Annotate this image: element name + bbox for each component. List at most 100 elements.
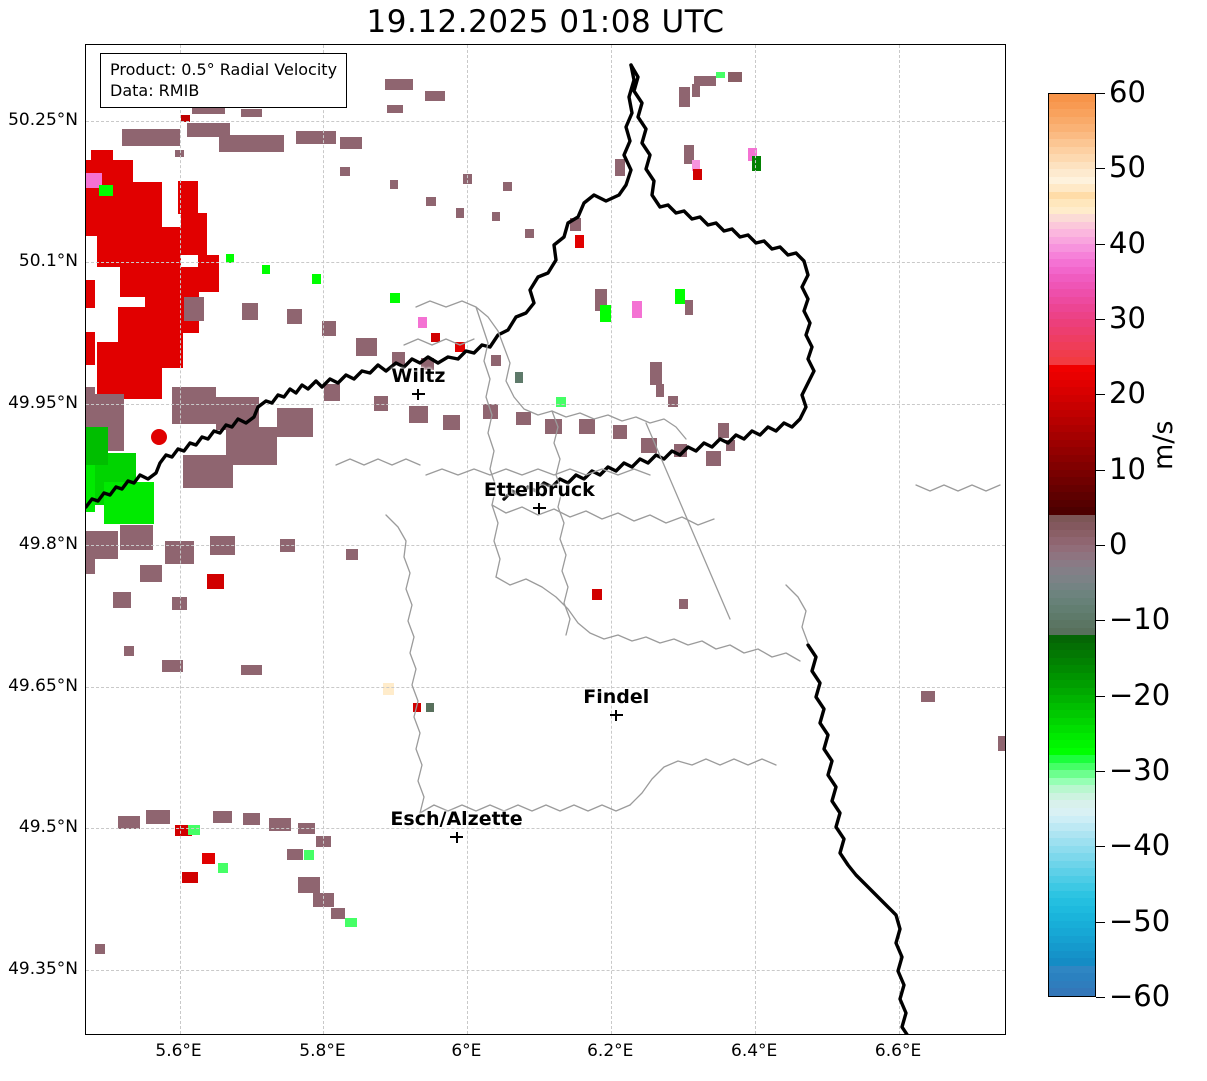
- radar-echo-cell: [181, 212, 207, 255]
- radar-echo-cell: [240, 108, 263, 118]
- radar-echo-cell: [675, 288, 686, 304]
- colorbar-segment-41: [1049, 402, 1095, 410]
- colorbar-segment-67: [1049, 597, 1095, 606]
- colorbar-segment-94: [1049, 800, 1095, 808]
- radar-site-marker[interactable]: [146, 424, 173, 451]
- colorbar-segment-64: [1049, 575, 1095, 583]
- colorbar-segment-84: [1049, 725, 1095, 733]
- colorbar-segment-111: [1049, 928, 1095, 936]
- radar-echo-cell: [213, 811, 233, 823]
- radar-echo-cell: [612, 425, 628, 439]
- colorbar-tick-label-1: 50: [1109, 150, 1146, 185]
- colorbar-segment-62: [1049, 559, 1095, 568]
- colorbar-segment-26: [1049, 289, 1095, 297]
- colorbar-tick-labels: 60 50 40 30 20 10 0 −10 −20 −30 −40 −50 −60: [1096, 78, 1206, 1011]
- radar-echo-cell: [217, 863, 228, 873]
- canton-border-path-13: [785, 584, 809, 644]
- radar-map-plot[interactable]: Product: 0.5° Radial Velocity Data: RMIB…: [85, 44, 1006, 1035]
- colorbar-segment-19: [1049, 236, 1095, 245]
- radar-echo-cell: [297, 822, 315, 834]
- gridline-horizontal-5: [86, 828, 1005, 830]
- colorbar-segment-48: [1049, 454, 1095, 463]
- colorbar-segment-8: [1049, 154, 1095, 162]
- gridline-vertical-3: [611, 45, 613, 1034]
- colorbar-segment-39: [1049, 387, 1095, 395]
- radar-echo-cell: [86, 531, 119, 560]
- radar-echo-cell: [118, 816, 140, 830]
- colorbar-segment-91: [1049, 777, 1095, 786]
- gridline-vertical-5: [899, 45, 901, 1034]
- canton-border-path-12: [335, 458, 421, 466]
- radar-echo-cell: [161, 660, 184, 672]
- radar-echo-cell: [516, 412, 531, 426]
- colorbar-tick-4: [1096, 394, 1105, 396]
- colorbar-segment-118: [1049, 980, 1095, 989]
- radar-echo-cell: [503, 181, 512, 192]
- radar-echo-cell: [431, 332, 440, 343]
- radar-echo-cell: [183, 297, 204, 322]
- canton-border-path-2: [475, 306, 501, 578]
- colorbar-segment-93: [1049, 792, 1095, 801]
- radar-echo-cell: [112, 592, 132, 608]
- colorbar-segment-49: [1049, 462, 1095, 470]
- colorbar-tick-label-2: 40: [1109, 225, 1146, 260]
- colorbar-segment-28: [1049, 304, 1095, 312]
- colorbar-segment-115: [1049, 958, 1095, 966]
- radar-echo-cell: [455, 208, 465, 218]
- colorbar-segment-20: [1049, 244, 1095, 252]
- radar-site-dot: [151, 428, 168, 445]
- colorbar-segment-65: [1049, 582, 1095, 591]
- city-marker-cross-icon: [318, 387, 518, 401]
- radar-echo-cell: [595, 288, 607, 312]
- colorbar-segment-46: [1049, 439, 1095, 448]
- city-marker-cross-icon: [439, 501, 639, 515]
- colorbar-segment-11: [1049, 176, 1095, 185]
- colorbar-segment-107: [1049, 898, 1095, 906]
- velocity-colorbar[interactable]: [1048, 93, 1096, 997]
- radar-echo-cell: [578, 418, 595, 434]
- radar-echo-cell: [345, 918, 357, 928]
- city-marker-cross-icon: [516, 708, 716, 722]
- radar-echo-cell: [683, 145, 694, 164]
- radar-echo-cell: [355, 337, 378, 357]
- radar-echo-cell: [174, 824, 192, 836]
- colorbar-segment-80: [1049, 695, 1095, 703]
- colorbar-segment-76: [1049, 665, 1095, 673]
- x-tick-label-2: 6°E: [451, 1041, 482, 1061]
- radar-echo-cell: [86, 427, 108, 465]
- radar-echo-cell: [600, 304, 611, 322]
- colorbar-segment-50: [1049, 469, 1095, 478]
- colorbar-segment-78: [1049, 680, 1095, 688]
- radar-echo-cell: [569, 217, 582, 231]
- y-tick-label-6: 49.35°N: [8, 958, 78, 979]
- radar-echo-cell: [219, 134, 284, 152]
- radar-echo-cell: [324, 383, 340, 401]
- radar-echo-cell: [997, 735, 1005, 751]
- colorbar-segment-101: [1049, 853, 1095, 861]
- colorbar-segment-58: [1049, 529, 1095, 538]
- colorbar-tick-10: [1096, 846, 1105, 848]
- colorbar-segment-5: [1049, 131, 1095, 140]
- colorbar-segment-12: [1049, 184, 1095, 192]
- canton-border-path-10: [645, 422, 731, 620]
- radar-echo-cell: [206, 573, 225, 589]
- radar-echo-cell: [668, 396, 678, 408]
- radar-echo-cell: [339, 137, 362, 149]
- radar-echo-cell: [180, 115, 190, 122]
- radar-echo-cell: [188, 825, 200, 836]
- radar-echo-cell: [286, 849, 303, 861]
- colorbar-segment-87: [1049, 747, 1095, 756]
- gridline-vertical-0: [179, 45, 181, 1034]
- canton-border-path-8: [629, 758, 777, 806]
- colorbar-segment-57: [1049, 522, 1095, 530]
- gridline-vertical-2: [467, 45, 469, 1034]
- radar-map-canvas: Product: 0.5° Radial Velocity Data: RMIB…: [86, 45, 1005, 1034]
- canton-border-path-5: [495, 576, 801, 662]
- colorbar-segment-54: [1049, 499, 1095, 508]
- x-tick-label-3: 6.2°E: [587, 1041, 634, 1061]
- radar-echo-cell: [727, 72, 743, 82]
- city-marker-cross-icon: [357, 830, 557, 844]
- radar-echo-cell: [86, 464, 96, 513]
- radar-echo-cell: [145, 810, 171, 824]
- colorbar-tick-12: [1096, 997, 1105, 998]
